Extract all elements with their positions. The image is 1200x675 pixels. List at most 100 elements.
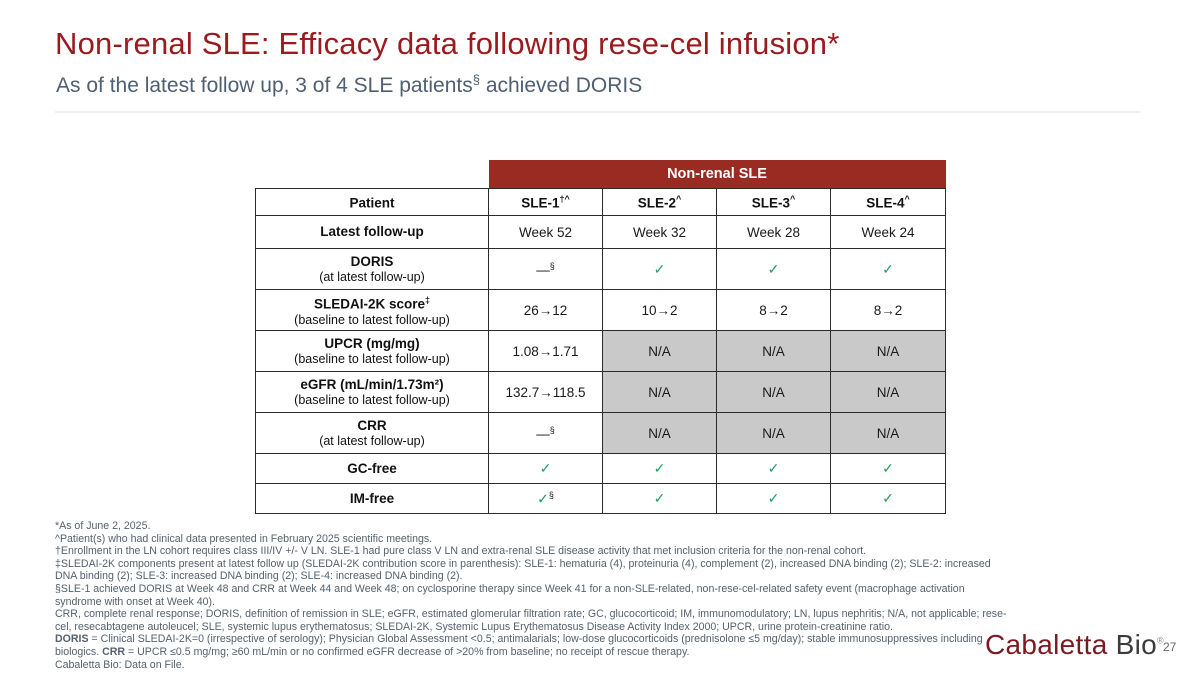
efficacy-table-wrap: Non-renal SLE Patient SLE-1†^ SLE-2^ SLE… bbox=[255, 160, 947, 514]
na-cell: N/A bbox=[716, 412, 831, 454]
footnote-text: ^Patient(s) who had clinical data presen… bbox=[55, 532, 433, 545]
value-cell: 8→2 bbox=[716, 289, 831, 331]
checkmark-icon: ✓ bbox=[539, 460, 552, 476]
footnote-text: Cabaletta Bio: Data on File. bbox=[55, 658, 185, 671]
row-sublabel: (at latest follow-up) bbox=[319, 433, 425, 448]
footnote-term-bold: DORIS bbox=[55, 633, 89, 646]
slide-subtitle: As of the latest follow up, 3 of 4 SLE p… bbox=[56, 72, 642, 98]
row-label: GC-free bbox=[347, 460, 397, 476]
column-header-sle2: SLE-2^ bbox=[602, 188, 717, 216]
footnote-line: ‡SLEDAI-2K components present at latest … bbox=[55, 558, 1155, 571]
cabaletta-bio-logo: Cabaletta Bio® bbox=[985, 629, 1164, 661]
checkmark-icon: ✓ bbox=[767, 460, 780, 476]
footnote-line: *As of June 2, 2025. bbox=[55, 520, 1155, 533]
table-row: eGFR (mL/min/1.73m²) (baseline to latest … bbox=[255, 371, 947, 413]
check-cell: ✓ bbox=[488, 453, 603, 484]
footnote-line: cel, resecabtagene autoleucel; SLE, syst… bbox=[55, 621, 1155, 634]
cell-superscript: § bbox=[549, 424, 555, 435]
check-cell: ✓ bbox=[716, 483, 831, 514]
value-cell: Week 24 bbox=[829, 215, 947, 249]
footnote-line: biologics. CRR = UPCR ≤0.5 mg/mg; ≥60 mL… bbox=[55, 646, 1155, 659]
table-row: DORIS (at latest follow-up) —§ ✓ ✓ ✓ bbox=[255, 248, 947, 290]
footnote-text: *As of June 2, 2025. bbox=[55, 520, 151, 532]
row-label: DORIS bbox=[350, 253, 394, 269]
table-row: Latest follow-up Week 52 Week 32 Week 28 Wee… bbox=[255, 215, 947, 249]
page-number: 27 bbox=[1163, 640, 1177, 654]
column-header-sup: ^ bbox=[676, 193, 682, 204]
row-label: eGFR (mL/min/1.73m²) bbox=[300, 376, 444, 392]
footnote-text: biologics. bbox=[55, 645, 103, 658]
row-label-sup: ‡ bbox=[425, 295, 431, 306]
footnote-line: Cabaletta Bio: Data on File. bbox=[55, 659, 1155, 672]
footnote-text: DNA binding (2); SLE-3: increased DNA bi… bbox=[55, 570, 463, 583]
footnote-line: CRR, complete renal response; DORIS, def… bbox=[55, 608, 1155, 621]
table-row: IM-free ✓§ ✓ ✓ ✓ bbox=[255, 483, 947, 514]
footnote-line: †Enrollment in the LN cohort requires cl… bbox=[55, 545, 1155, 558]
group-header-spacer bbox=[256, 160, 489, 189]
row-sublabel: (at latest follow-up) bbox=[319, 269, 425, 284]
row-label-cell: DORIS (at latest follow-up) bbox=[255, 248, 489, 290]
column-header-label: SLE-4 bbox=[866, 195, 905, 211]
row-label-cell: GC-free bbox=[255, 453, 489, 484]
checkmark-icon: ✓ bbox=[653, 490, 666, 506]
na-cell: N/A bbox=[716, 330, 831, 372]
column-header-sle4: SLE-4^ bbox=[829, 188, 947, 216]
group-header-row: Non-renal SLE bbox=[256, 160, 946, 189]
row-label-cell: IM-free bbox=[255, 483, 489, 514]
value-cell: 8→2 bbox=[829, 289, 947, 331]
footnote-line: syndrome with onset at Week 40). bbox=[55, 596, 1155, 609]
check-cell: ✓ bbox=[829, 483, 947, 514]
column-header-sup: ^ bbox=[790, 193, 796, 204]
checkmark-icon: ✓ bbox=[767, 260, 780, 277]
table-row: SLEDAI-2K score‡ (baseline to latest foll… bbox=[255, 289, 947, 331]
value-cell: Week 32 bbox=[602, 215, 717, 249]
dash-cell: —§ bbox=[488, 248, 603, 290]
check-cell: ✓ bbox=[716, 453, 831, 484]
footnote-line: DNA binding (2); SLE-3: increased DNA bi… bbox=[55, 570, 1155, 583]
na-cell: N/A bbox=[602, 371, 717, 413]
table-row: UPCR (mg/mg) (baseline to latest follow-u… bbox=[255, 330, 947, 372]
footnote-line: ^Patient(s) who had clinical data presen… bbox=[55, 533, 1155, 546]
checkmark-icon: ✓ bbox=[653, 260, 666, 277]
column-header-patient: Patient bbox=[255, 188, 489, 216]
footnote-text: §SLE-1 achieved DORIS at Week 48 and CRR… bbox=[55, 582, 965, 595]
na-cell: N/A bbox=[829, 330, 947, 372]
column-header-label: SLE-3 bbox=[751, 195, 790, 211]
checkmark-icon: ✓ bbox=[537, 490, 549, 507]
footnote-text: †Enrollment in the LN cohort requires cl… bbox=[55, 545, 867, 558]
logo-text-cabaletta: Cabaletta bbox=[985, 629, 1108, 660]
row-label-cell: SLEDAI-2K score‡ (baseline to latest foll… bbox=[255, 289, 489, 331]
check-cell: ✓ bbox=[716, 248, 831, 290]
checkmark-icon: ✓ bbox=[882, 260, 894, 277]
registered-trademark-icon: ® bbox=[1157, 635, 1164, 646]
checkmark-icon: ✓ bbox=[882, 490, 894, 506]
row-label: Latest follow-up bbox=[320, 224, 424, 239]
check-cell: ✓ bbox=[829, 248, 947, 290]
efficacy-table: Non-renal SLE Patient SLE-1†^ SLE-2^ SLE… bbox=[255, 160, 947, 514]
row-label-cell: eGFR (mL/min/1.73m²) (baseline to latest … bbox=[255, 371, 489, 413]
row-sublabel: (baseline to latest follow-up) bbox=[294, 312, 450, 327]
footnote-text: ‡SLEDAI-2K components present at latest … bbox=[55, 557, 991, 570]
check-cell: ✓ bbox=[829, 453, 947, 484]
footnote-line: §SLE-1 achieved DORIS at Week 48 and CRR… bbox=[55, 583, 1155, 596]
column-header-label: SLE-1 bbox=[521, 195, 560, 211]
footnote-text: cel, resecabtagene autoleucel; SLE, syst… bbox=[55, 620, 893, 633]
row-sublabel: (baseline to latest follow-up) bbox=[294, 351, 450, 366]
value-cell: 10→2 bbox=[602, 289, 717, 331]
column-header-sle3: SLE-3^ bbox=[716, 188, 831, 216]
checkmark-icon: ✓ bbox=[653, 460, 666, 476]
row-label-cell: CRR (at latest follow-up) bbox=[255, 412, 489, 454]
row-label: IM-free bbox=[349, 490, 395, 506]
column-header-sle1: SLE-1†^ bbox=[488, 188, 603, 216]
subtitle-superscript: § bbox=[472, 72, 480, 87]
page-title: Non-renal SLE: Efficacy data following r… bbox=[55, 26, 840, 61]
value-cell: Week 52 bbox=[488, 215, 603, 249]
row-label-cell: UPCR (mg/mg) (baseline to latest follow-u… bbox=[255, 330, 489, 372]
value-cell: 26→12 bbox=[488, 289, 603, 331]
row-sublabel: (baseline to latest follow-up) bbox=[294, 392, 450, 407]
row-label: UPCR (mg/mg) bbox=[324, 335, 420, 351]
column-header-label: SLE-2 bbox=[637, 195, 676, 211]
checkmark-icon: ✓ bbox=[882, 460, 894, 476]
row-label-cell: Latest follow-up bbox=[255, 215, 489, 249]
